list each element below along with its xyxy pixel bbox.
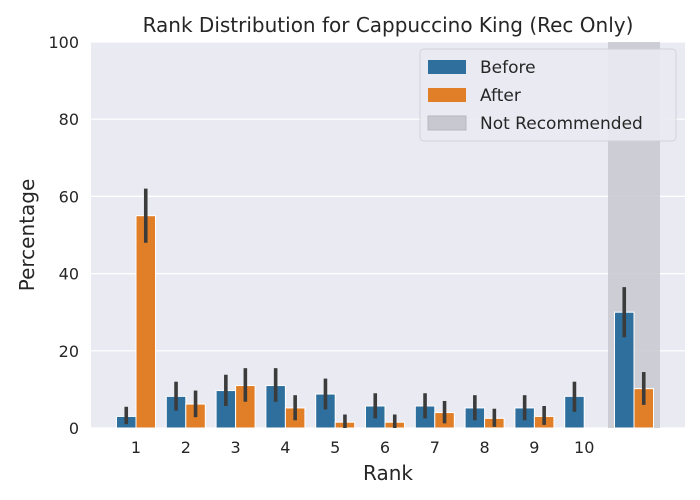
bars bbox=[116, 215, 654, 429]
bar-after-1 bbox=[135, 215, 156, 429]
y-tick-label: 100 bbox=[48, 33, 79, 52]
x-tick-label: 2 bbox=[181, 438, 191, 457]
x-tick-label: 10 bbox=[574, 438, 594, 457]
y-tick-label: 80 bbox=[59, 110, 79, 129]
x-tick-label: 6 bbox=[380, 438, 390, 457]
x-tick-label: 1 bbox=[131, 438, 141, 457]
x-tick-label: 8 bbox=[480, 438, 490, 457]
y-tick-label: 0 bbox=[69, 419, 79, 438]
x-tick-label: 7 bbox=[430, 438, 440, 457]
x-tick-labels: 1 2 3 4 5 6 7 8 9 10 bbox=[131, 438, 594, 457]
legend-swatch bbox=[428, 88, 466, 102]
x-tick-label: 4 bbox=[280, 438, 290, 457]
y-tick-label: 60 bbox=[59, 187, 79, 206]
x-axis-label: Rank bbox=[363, 461, 413, 485]
legend-swatch bbox=[427, 115, 467, 131]
error-bars bbox=[124, 188, 646, 428]
y-tick-labels: 0 20 40 60 80 100 bbox=[48, 33, 79, 438]
legend-label: Not Recommended bbox=[480, 114, 643, 134]
legend-swatch bbox=[428, 60, 466, 74]
legend-label: After bbox=[480, 86, 521, 106]
chart-title: Rank Distribution for Cappuccino King (R… bbox=[143, 13, 634, 37]
legend-label: Before bbox=[480, 58, 536, 78]
y-tick-label: 40 bbox=[59, 265, 79, 284]
y-axis-label: Percentage bbox=[15, 179, 39, 292]
legend: Before After Not Recommended bbox=[419, 48, 677, 142]
legend-box bbox=[419, 48, 677, 142]
x-tick-label: 9 bbox=[529, 438, 539, 457]
x-tick-label: 5 bbox=[330, 438, 340, 457]
x-tick-label: 3 bbox=[231, 438, 241, 457]
y-tick-label: 20 bbox=[59, 342, 79, 361]
